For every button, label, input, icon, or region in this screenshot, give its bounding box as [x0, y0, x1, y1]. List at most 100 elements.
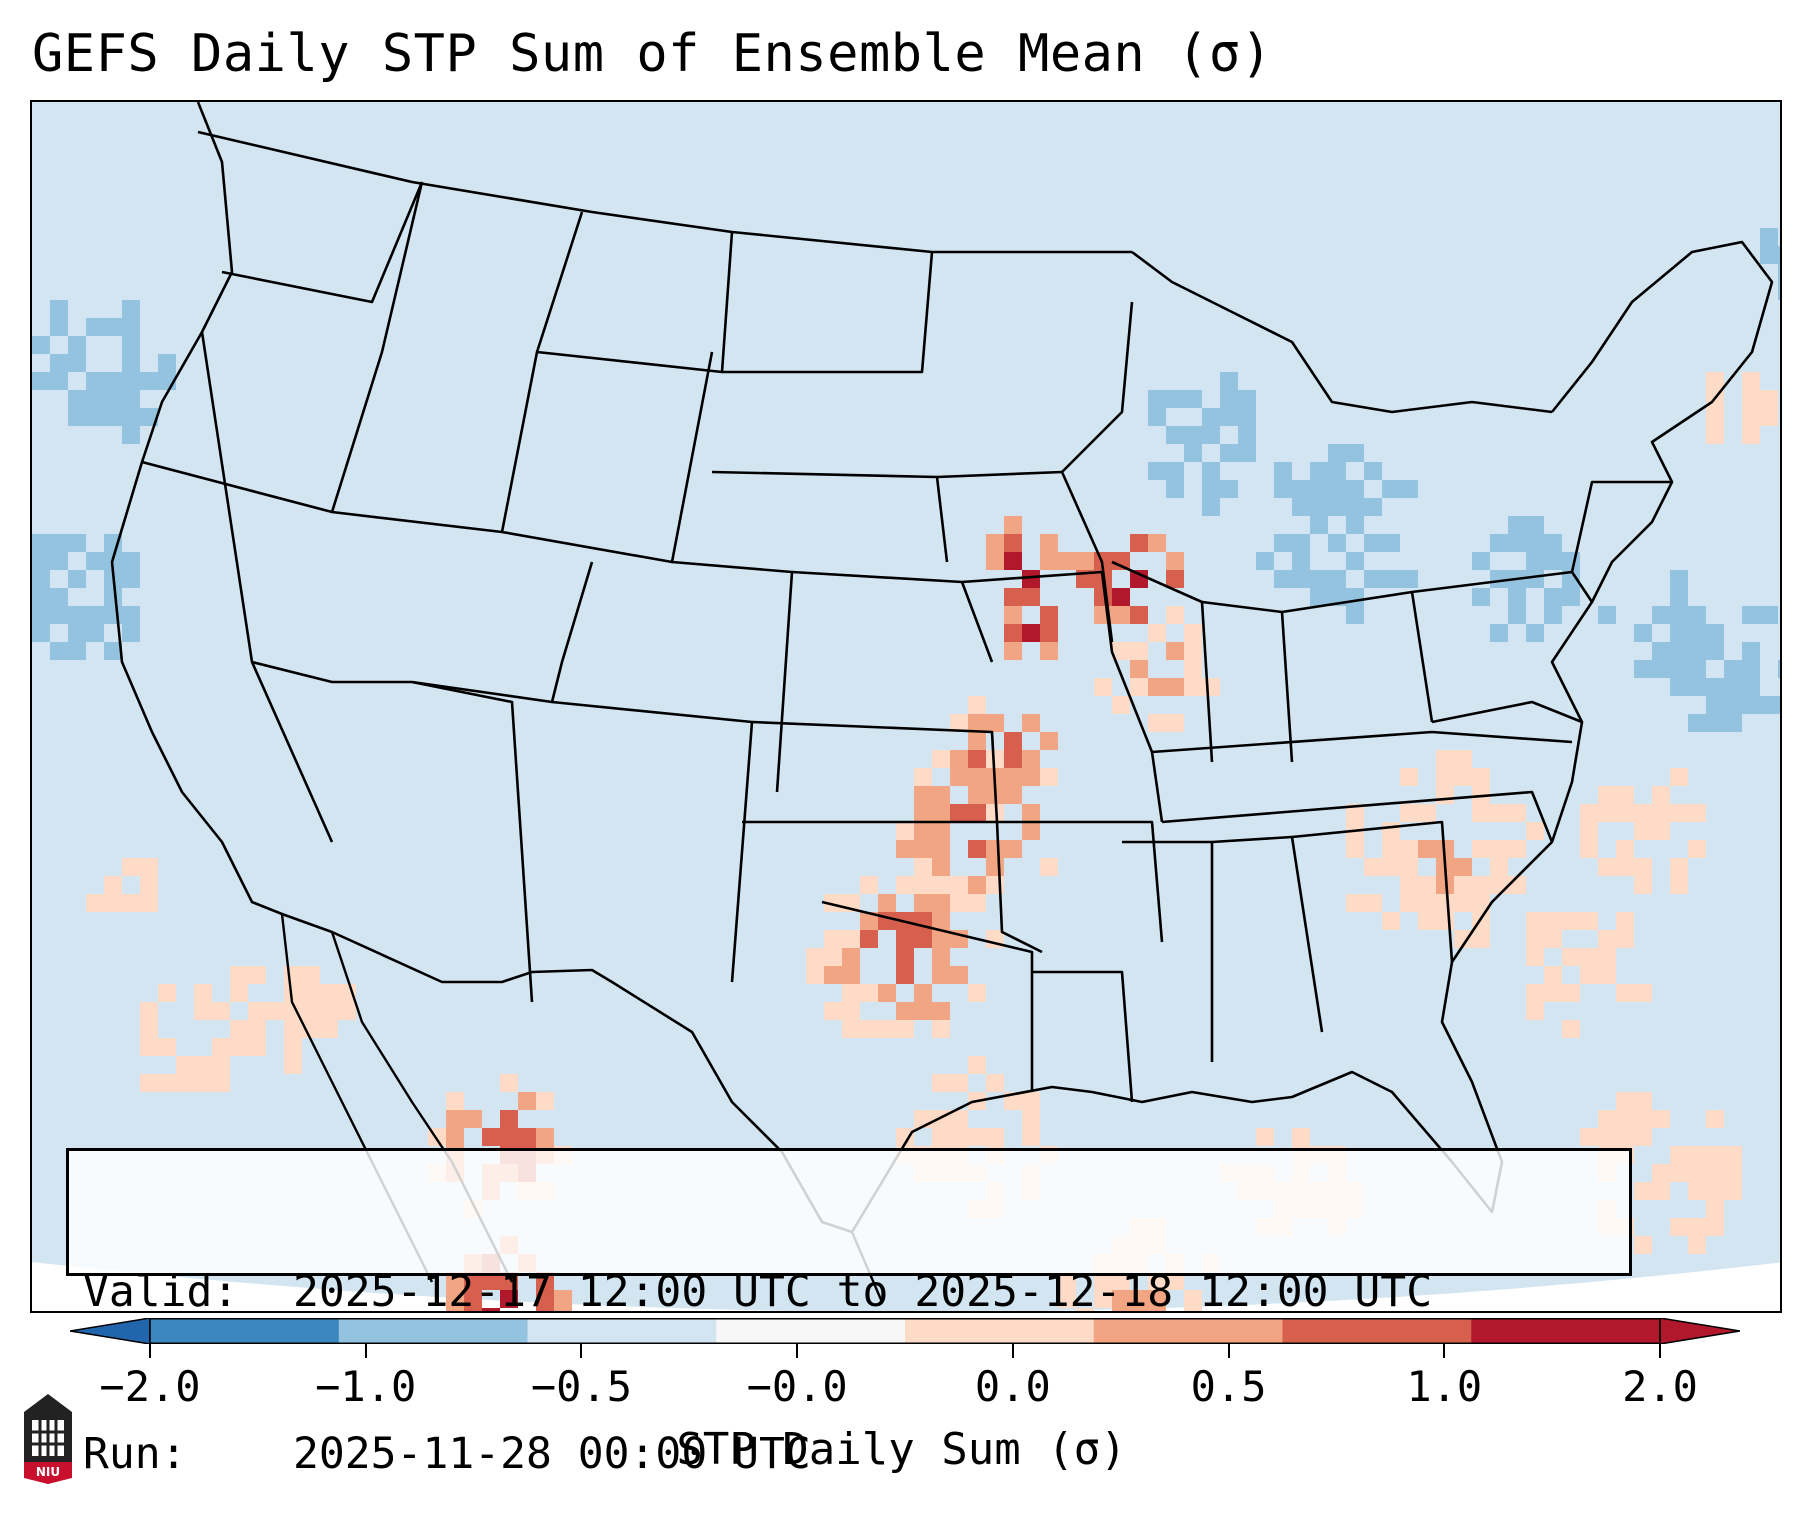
ocean-land-background — [32, 102, 1780, 1311]
colorbar-tick-label: −2.0 — [99, 1362, 201, 1411]
anomaly-cell — [1472, 588, 1490, 606]
anomaly-cell — [824, 894, 842, 912]
anomaly-cell — [1310, 480, 1328, 498]
valid-value: 2025-12-17 12:00 UTC to 2025-12-18 12:00… — [293, 1267, 1433, 1317]
anomaly-cell — [1436, 894, 1454, 912]
anomaly-cell — [1130, 606, 1148, 624]
anomaly-cell — [104, 642, 122, 660]
anomaly-cell — [1778, 264, 1780, 282]
anomaly-cell — [932, 948, 950, 966]
north-dakota-border — [722, 251, 934, 374]
anomaly-cell — [284, 1038, 302, 1056]
anomaly-cell — [914, 786, 932, 804]
anomaly-cell — [986, 804, 1004, 822]
anomaly-cell — [986, 1074, 1004, 1092]
anomaly-cell — [1508, 588, 1526, 606]
anomaly-cell — [1238, 426, 1256, 444]
anomaly-cell — [1544, 552, 1562, 570]
anomaly-cell — [1184, 624, 1202, 642]
anomaly-cell — [122, 426, 140, 444]
anomaly-cell — [1598, 606, 1616, 624]
anomaly-cell — [122, 300, 140, 318]
anomaly-cell — [896, 1128, 914, 1146]
anomaly-cell — [1652, 1164, 1670, 1182]
anomaly-cell — [482, 1272, 500, 1290]
anomaly-cell — [1670, 642, 1688, 660]
anomaly-cell — [1310, 588, 1328, 606]
colorbar-tick-mark — [1011, 1344, 1014, 1358]
anomaly-cell — [950, 804, 968, 822]
anomaly-cell — [1616, 804, 1634, 822]
anomaly-cell — [1004, 534, 1022, 552]
anomaly-cell — [68, 336, 86, 354]
anomaly-cell — [1166, 606, 1184, 624]
anomaly-cell — [1292, 534, 1310, 552]
anomaly-cell — [1166, 462, 1184, 480]
anomaly-cell — [842, 948, 860, 966]
anomaly-cell — [842, 1020, 860, 1038]
anomaly-cell — [1670, 1218, 1688, 1236]
anomaly-cell — [1004, 732, 1022, 750]
anomaly-cell — [1616, 1110, 1634, 1128]
anomaly-cell — [1148, 408, 1166, 426]
arkansas-border — [997, 820, 1164, 943]
anomaly-cell — [896, 876, 914, 894]
anomaly-cell — [932, 822, 950, 840]
anomaly-cell — [1580, 822, 1598, 840]
anomaly-cell — [1400, 480, 1418, 498]
anomaly-cell — [1670, 768, 1688, 786]
anomaly-cell — [1688, 642, 1706, 660]
anomaly-cell — [986, 534, 1004, 552]
anomaly-cell — [1328, 588, 1346, 606]
anomaly-cell — [230, 1020, 248, 1038]
arizona-border — [411, 680, 534, 1003]
colorbar-frame — [149, 1318, 1661, 1344]
anomaly-cell — [1346, 606, 1364, 624]
anomaly-cell — [1634, 876, 1652, 894]
anomaly-cell — [968, 696, 986, 714]
anomaly-cell — [1346, 840, 1364, 858]
anomaly-cell — [1724, 714, 1742, 732]
anomaly-cell — [1634, 984, 1652, 1002]
anomaly-cell — [50, 606, 68, 624]
anomaly-cell — [1652, 822, 1670, 840]
anomaly-cell — [320, 1002, 338, 1020]
anomaly-cell — [1310, 516, 1328, 534]
anomaly-cell — [1310, 462, 1328, 480]
anomaly-cell — [1688, 714, 1706, 732]
anomaly-cell — [536, 1272, 554, 1290]
anomaly-cell — [1742, 390, 1760, 408]
anomaly-cell — [1112, 606, 1130, 624]
anomaly-cell — [968, 732, 986, 750]
anomaly-cell — [1544, 966, 1562, 984]
anomaly-cell — [1166, 390, 1184, 408]
colorbar-segment — [1471, 1318, 1661, 1344]
anomaly-cell — [122, 390, 140, 408]
anomaly-cell — [1274, 462, 1292, 480]
anomaly-cell — [1526, 822, 1544, 840]
anomaly-cell — [950, 1128, 968, 1146]
anomaly-cell — [842, 1002, 860, 1020]
anomaly-cell — [68, 408, 86, 426]
anomaly-cell — [302, 966, 320, 984]
valid-label: Valid: — [83, 1267, 239, 1317]
anomaly-cell — [1706, 696, 1724, 714]
anomaly-cell — [248, 1038, 266, 1056]
anomaly-cell — [1490, 624, 1508, 642]
anomaly-cell — [1652, 1110, 1670, 1128]
anomaly-cell — [824, 930, 842, 948]
anomaly-cell — [122, 336, 140, 354]
anomaly-cell — [536, 1290, 554, 1308]
anomaly-cell — [1004, 606, 1022, 624]
anomaly-cell — [1022, 768, 1040, 786]
anomaly-cell — [1706, 1182, 1724, 1200]
map-svg — [32, 102, 1780, 1311]
anomaly-cell — [1508, 516, 1526, 534]
anomaly-cell — [1598, 966, 1616, 984]
anomaly-cell — [1580, 948, 1598, 966]
anomaly-cell — [446, 1272, 464, 1290]
anomaly-cell — [104, 390, 122, 408]
anomaly-cell — [1670, 678, 1688, 696]
anomaly-cell — [122, 624, 140, 642]
run-label: Run: — [83, 1429, 187, 1479]
